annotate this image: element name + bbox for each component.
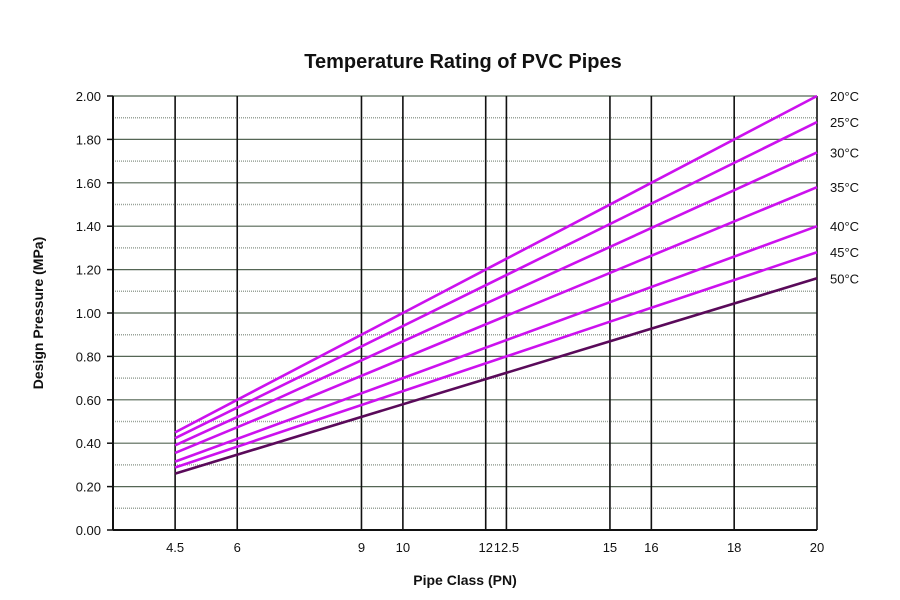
series-label: 20°C (830, 89, 859, 104)
x-tick-label: 4.5 (166, 540, 184, 555)
x-tick-label: 12.5 (494, 540, 519, 555)
series-label: 50°C (830, 271, 859, 286)
series-line-40c (174, 224, 818, 463)
series-line-30c (174, 151, 818, 447)
y-tick-label: 1.20 (76, 263, 101, 278)
y-tick-label: 0.00 (76, 523, 101, 538)
x-tick-label: 15 (603, 540, 617, 555)
y-tick-label: 0.20 (76, 480, 101, 495)
y-tick-label: 1.00 (76, 306, 101, 321)
x-axis-label: Pipe Class (PN) (413, 572, 516, 588)
y-tick-label: 0.60 (76, 393, 101, 408)
x-tick-label: 6 (234, 540, 241, 555)
series-label: 30°C (830, 145, 859, 160)
series-label: 40°C (830, 219, 859, 234)
x-tick-label: 20 (810, 540, 824, 555)
series-line-50c (174, 277, 818, 475)
y-tick-label: 0.40 (76, 436, 101, 451)
series-label: 35°C (830, 180, 859, 195)
x-tick-label: 16 (644, 540, 658, 555)
y-tick-label: 0.80 (76, 349, 101, 364)
y-tick-label: 1.40 (76, 219, 101, 234)
series-line-20c (174, 94, 818, 434)
series-line-35c (174, 185, 818, 455)
series-label: 25°C (830, 115, 859, 130)
y-tick-label: 1.60 (76, 176, 101, 191)
series-line-25c (174, 120, 818, 440)
series-line-45c (174, 251, 818, 469)
x-tick-label: 10 (396, 540, 410, 555)
x-tick-label: 12 (478, 540, 492, 555)
series-label: 45°C (830, 245, 859, 260)
y-axis-label: Design Pressure (MPa) (30, 237, 46, 390)
x-tick-label: 18 (727, 540, 741, 555)
y-tick-label: 2.00 (76, 89, 101, 104)
chart-title: Temperature Rating of PVC Pipes (304, 51, 621, 73)
y-tick-label: 1.80 (76, 132, 101, 147)
x-tick-label: 9 (358, 540, 365, 555)
